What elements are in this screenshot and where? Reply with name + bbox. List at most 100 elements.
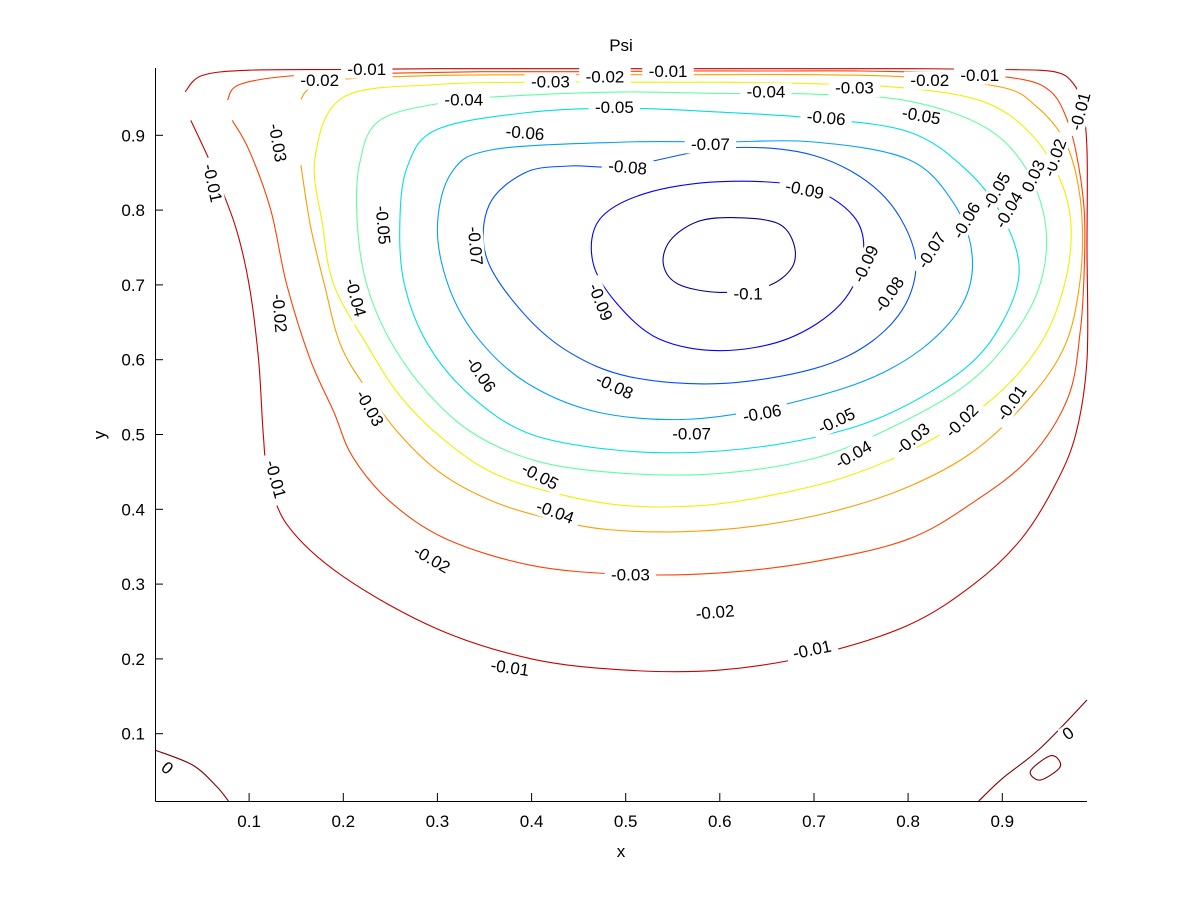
contour-label-background	[799, 106, 853, 130]
y-tick-label: 0.8	[121, 201, 145, 220]
contour-label-background	[579, 68, 631, 86]
contour-label-background	[1065, 84, 1096, 139]
contour-label: -0.05	[372, 205, 394, 245]
y-tick-label: 0.4	[121, 500, 145, 519]
contour-line-neg0p1	[662, 217, 796, 293]
contour-line-neg0p09	[590, 180, 865, 352]
contour-label-background	[1037, 130, 1073, 186]
contour-label: -0.07	[691, 135, 730, 154]
x-tick-label: 0.5	[614, 812, 638, 831]
contour-label-background	[582, 274, 619, 330]
contour-label: -0.04	[444, 91, 483, 110]
contour-label: -0.02	[586, 68, 625, 87]
contour-label-background	[463, 219, 487, 273]
x-tick-label: 0.9	[990, 812, 1014, 831]
x-tick-label: 0.8	[896, 812, 920, 831]
contour-label: -0.01	[649, 62, 688, 81]
contour-line-neg0p08	[482, 146, 917, 385]
contour-label-background	[264, 115, 291, 170]
contour-label: -0.01	[347, 60, 386, 79]
contour-label-background	[341, 60, 393, 79]
contour-label-background	[784, 635, 840, 665]
x-tick-label: 0.2	[331, 812, 355, 831]
contour-label-background	[404, 538, 459, 581]
contour-label-background	[910, 223, 953, 278]
contour-label-background	[293, 71, 346, 90]
contour-label-background	[512, 456, 567, 497]
contour-label-background	[268, 286, 291, 340]
contour-label-background	[777, 175, 832, 205]
y-ticks: 0.1 0.2 0.3 0.4 0.5 0.6 0.7 0.8 0.9	[121, 126, 163, 744]
contour-label-background	[740, 82, 792, 101]
contour-label: -0.04	[747, 82, 786, 101]
contour-label-background	[198, 156, 227, 211]
contour-line-0	[154, 749, 229, 802]
contour-label-background	[524, 73, 577, 92]
x-ticks: 0.1 0.2 0.3 0.4 0.5 0.6 0.7 0.8 0.9	[237, 793, 1014, 831]
contour-label-background	[887, 415, 939, 463]
contour-label-background	[988, 183, 1030, 237]
contour-label: -0.02	[268, 293, 290, 333]
contour-label-background	[348, 381, 391, 436]
chart-title: Psi	[609, 36, 633, 55]
y-tick-label: 0.2	[121, 650, 145, 669]
contour-label-background	[1057, 722, 1079, 745]
contour-label-background	[438, 91, 490, 110]
contour-label-background	[483, 655, 537, 681]
contour-label-background	[735, 400, 790, 427]
x-tick-label: 0.4	[520, 812, 544, 831]
contour-label-background	[989, 376, 1034, 430]
contour-label-background	[846, 236, 885, 292]
contour-label-background	[527, 495, 583, 530]
contour-label-background	[826, 434, 881, 476]
contour-label-background	[588, 98, 641, 117]
contour-label-background	[642, 62, 694, 81]
contour-label-background	[904, 71, 956, 90]
contour-label-background	[604, 566, 657, 585]
contour-label: -0.02	[910, 71, 949, 90]
contour-label-background	[156, 756, 179, 780]
contour-label: -0.06	[806, 107, 846, 129]
x-axis-label: x	[617, 842, 626, 861]
x-tick-label: 0.3	[426, 812, 450, 831]
contour-label: -0.05	[595, 98, 634, 117]
contour-label-background	[587, 367, 642, 406]
contour-label-background	[688, 601, 742, 624]
contour-label-background	[601, 156, 654, 179]
contour-line-0	[978, 699, 1088, 802]
y-axis-label: y	[90, 430, 109, 439]
contour-label: -0.08	[607, 156, 647, 178]
contour-label-background	[937, 396, 987, 446]
contour-label-background	[953, 66, 1006, 85]
contour-label: -0.02	[695, 601, 735, 623]
contour-label: -0.07	[672, 424, 711, 443]
contour-label-background	[260, 452, 291, 507]
contour-label-background	[340, 270, 371, 325]
contour-label: -0.06	[505, 122, 545, 144]
contour-label: -0.1	[733, 284, 762, 303]
contour-line-neg0p06	[399, 107, 1020, 454]
contour-label-background	[665, 424, 718, 443]
contour-label-background	[498, 121, 552, 145]
x-tick-label: 0.1	[237, 812, 261, 831]
contour-label-background	[945, 193, 988, 248]
contour-label-background	[684, 135, 737, 154]
y-tick-label: 0.7	[121, 276, 145, 295]
contour-label-background	[371, 198, 395, 252]
contour-label-background	[809, 401, 864, 441]
contour-label: -0.03	[531, 73, 570, 92]
y-tick-label: 0.9	[121, 126, 145, 145]
contour-line-neg0p07	[436, 140, 974, 421]
y-tick-label: 0.6	[121, 351, 145, 370]
contour-label-background	[828, 79, 881, 98]
contour-line-neg0p05	[355, 91, 1048, 476]
contour-label: -0.01	[960, 66, 999, 85]
x-tick-label: 0.7	[802, 812, 826, 831]
y-tick-label: 0.5	[121, 426, 145, 445]
contour-line-0	[1029, 755, 1062, 781]
contour-label-background	[894, 102, 949, 130]
x-tick-label: 0.6	[708, 812, 732, 831]
contour-label-background	[458, 348, 503, 401]
